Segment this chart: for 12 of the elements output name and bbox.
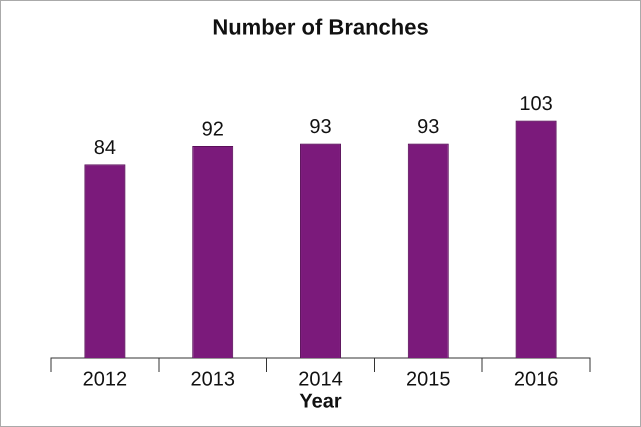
x-tick-label: 2015 bbox=[406, 368, 451, 391]
data-label: 84 bbox=[94, 136, 116, 159]
chart-title: Number of Branches bbox=[212, 14, 429, 40]
x-tick-label: 2013 bbox=[190, 368, 235, 391]
x-tick-label: 2016 bbox=[514, 368, 558, 391]
x-axis-title: Year bbox=[299, 390, 342, 413]
data-label: 103 bbox=[519, 93, 553, 116]
data-label: 93 bbox=[309, 116, 332, 138]
data-label: 93 bbox=[417, 116, 440, 138]
x-tick-label: 2014 bbox=[298, 368, 343, 391]
data-label: 92 bbox=[202, 118, 224, 140]
x-tick-label: 2012 bbox=[82, 368, 128, 391]
